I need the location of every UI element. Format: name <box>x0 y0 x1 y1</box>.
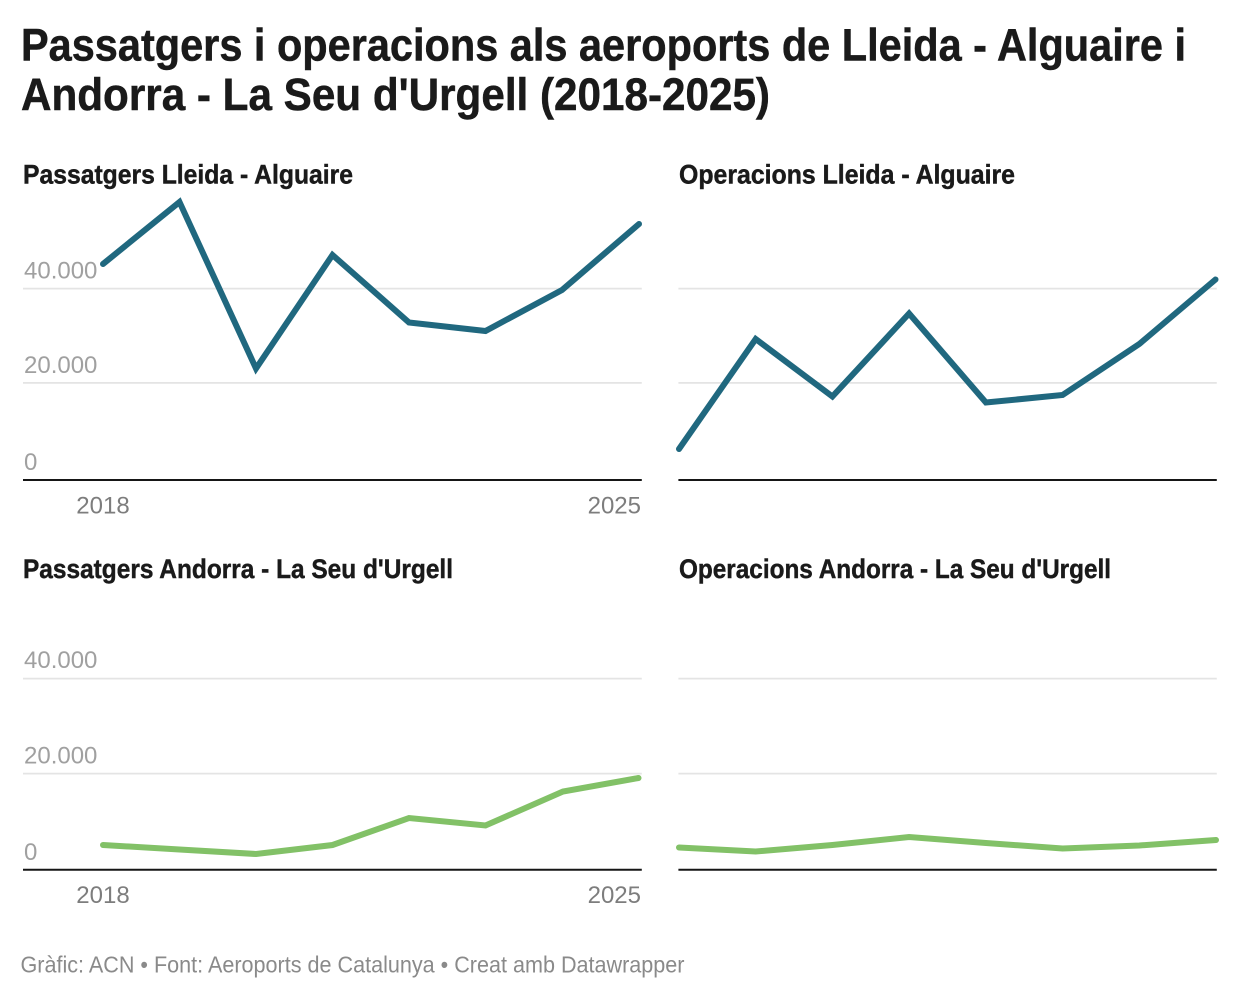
svg-text:Passatgers Lleida - Alguaire: Passatgers Lleida - Alguaire <box>23 160 353 190</box>
svg-text:0: 0 <box>24 839 37 866</box>
svg-text:0: 0 <box>24 449 37 476</box>
svg-text:Operacions Lleida - Alguaire: Operacions Lleida - Alguaire <box>679 160 1015 190</box>
svg-text:2018: 2018 <box>76 882 129 909</box>
svg-text:40.000: 40.000 <box>24 258 97 285</box>
svg-text:2018: 2018 <box>76 493 129 520</box>
svg-text:Andorra - La Seu d'Urgell (201: Andorra - La Seu d'Urgell (2018-2025) <box>21 69 770 120</box>
svg-text:2025: 2025 <box>588 882 641 909</box>
svg-text:Operacions Andorra - La Seu d': Operacions Andorra - La Seu d'Urgell <box>679 554 1111 584</box>
svg-text:40.000: 40.000 <box>24 647 97 674</box>
svg-text:20.000: 20.000 <box>24 743 97 770</box>
svg-text:Passatgers Andorra - La Seu d': Passatgers Andorra - La Seu d'Urgell <box>23 554 453 584</box>
svg-text:2025: 2025 <box>588 493 641 520</box>
svg-text:Gràfic: ACN • Font: Aeroports: Gràfic: ACN • Font: Aeroports de Catalun… <box>21 952 685 978</box>
svg-text:Passatgers i operacions als ae: Passatgers i operacions als aeroports de… <box>21 19 1186 70</box>
svg-text:20.000: 20.000 <box>24 352 97 379</box>
